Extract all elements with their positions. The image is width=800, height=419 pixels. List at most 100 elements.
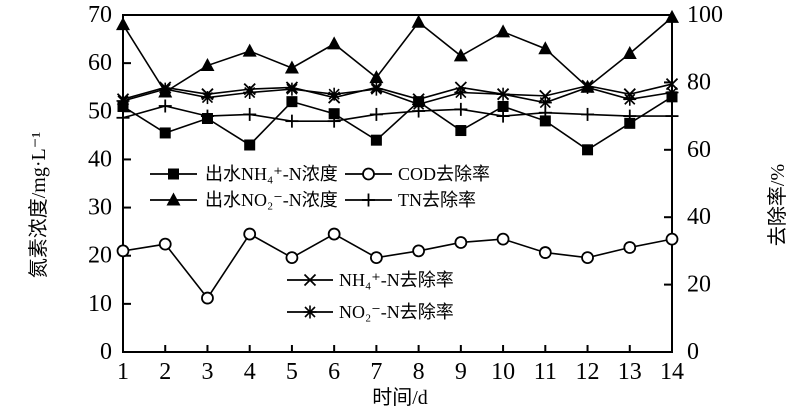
point-effluent-no2-n-concentration-day11: [538, 41, 553, 55]
point-effluent-no2-n-concentration-day9: [453, 48, 468, 62]
right-axis-title: 去除率/%: [766, 164, 789, 246]
x-tick-label: 11: [534, 359, 557, 385]
x-tick-label: 7: [370, 359, 382, 385]
point-no2-n-removal-rate-day7: [369, 82, 383, 96]
point-tn-removal-rate-day10: [496, 109, 510, 123]
point-cod-removal-rate-day9: [454, 236, 468, 249]
x-tick-label: 13: [618, 359, 642, 385]
point-no2-n-removal-rate-day6: [327, 87, 341, 101]
point-cod-removal-rate-day4: [243, 227, 257, 241]
series-line-nh4-n-removal-rate: [122, 83, 673, 101]
point-no2-n-removal-rate-day2: [158, 82, 172, 96]
legend-label-tn-removal-rate: TN去除率: [398, 190, 476, 210]
left-tick-label: 30: [88, 195, 112, 221]
point-effluent-no2-n-concentration-day8: [411, 14, 426, 28]
point-effluent-nh4-n-concentration-day11: [539, 115, 551, 127]
point-effluent-no2-n-concentration-day7: [369, 70, 384, 84]
point-effluent-no2-n-concentration-day6: [327, 36, 342, 50]
point-no2-n-removal-rate-day13: [623, 92, 637, 106]
point-effluent-nh4-n-concentration-day13: [624, 117, 636, 129]
point-effluent-no2-n-concentration-day3: [200, 58, 215, 72]
point-tn-removal-rate-day13: [623, 109, 637, 123]
right-tick-label: 20: [687, 272, 711, 298]
point-tn-removal-rate-day7: [369, 107, 383, 121]
point-effluent-nh4-n-concentration-day5: [286, 96, 298, 108]
point-cod-removal-rate-day8: [412, 244, 426, 258]
point-tn-removal-rate-day9: [454, 102, 468, 116]
x-tick-label: 9: [455, 359, 467, 385]
legend-label-nh4-n-removal-rate: NH₄⁺-N去除率: [339, 270, 454, 290]
point-tn-removal-rate-day14: [665, 109, 679, 123]
x-tick-label: 5: [286, 359, 298, 385]
right-tick-label: 100: [687, 2, 723, 28]
point-effluent-no2-n-concentration-day5: [284, 60, 299, 74]
point-no2-n-removal-rate-day4: [243, 86, 257, 100]
left-tick-label: 60: [88, 50, 112, 76]
point-effluent-nh4-n-concentration-day6: [328, 108, 340, 120]
left-tick-label: 40: [88, 146, 112, 172]
point-cod-removal-rate-day2: [158, 237, 172, 251]
point-effluent-nh4-n-concentration-day9: [455, 125, 467, 137]
series-line-no2-n-removal-rate: [122, 86, 673, 106]
x-tick-label: 1: [117, 359, 129, 385]
series-line-effluent-no2-n-concentration: [122, 16, 673, 94]
series-line-effluent-nh4-n-concentration: [122, 96, 673, 151]
point-cod-removal-rate-day3: [201, 291, 214, 305]
x-tick-label: 8: [413, 359, 425, 385]
point-effluent-no2-n-concentration-day4: [242, 43, 257, 57]
point-effluent-no2-n-concentration-day10: [496, 24, 511, 38]
point-effluent-nh4-n-concentration-day12: [582, 144, 594, 156]
point-tn-removal-rate-day1: [116, 111, 130, 125]
left-tick-label: 0: [100, 339, 112, 365]
point-cod-removal-rate-day11: [538, 246, 552, 259]
point-tn-removal-rate-day12: [581, 107, 595, 121]
point-effluent-no2-n-concentration-day13: [622, 46, 637, 60]
x-axis-title: 时间/d: [372, 386, 428, 409]
point-cod-removal-rate-day6: [327, 227, 341, 241]
point-no2-n-removal-rate-day3: [200, 91, 214, 105]
point-no2-n-removal-rate-day11: [538, 96, 552, 110]
point-no2-n-removal-rate-day9: [454, 86, 468, 100]
point-tn-removal-rate-day6: [327, 114, 341, 128]
legend-label-cod-removal-rate: COD去除率: [398, 164, 490, 184]
right-tick-label: 60: [687, 137, 711, 163]
legend-label-no2-n-removal-rate: NO₂⁻-N去除率: [339, 302, 454, 322]
series-line-tn-removal-rate: [122, 105, 672, 122]
left-tick-label: 50: [88, 98, 112, 124]
point-cod-removal-rate-day10: [496, 232, 510, 246]
point-tn-removal-rate-day2: [158, 99, 172, 113]
point-no2-n-removal-rate-day8: [412, 97, 426, 111]
x-tick-label: 12: [576, 359, 600, 385]
x-tick-label: 14: [660, 359, 684, 385]
legend-marker-effluent-nh4-n-concentration: [168, 168, 179, 180]
point-cod-removal-rate-day14: [665, 232, 679, 246]
left-tick-label: 20: [88, 243, 112, 269]
point-cod-removal-rate-day5: [285, 251, 299, 265]
legend-marker-no2-n-removal-rate: [303, 305, 317, 319]
legend-marker-effluent-no2-n-concentration: [166, 192, 181, 206]
point-effluent-no2-n-concentration-day1: [116, 17, 130, 31]
point-effluent-nh4-n-concentration-day10: [497, 100, 509, 112]
x-tick-label: 4: [244, 359, 256, 385]
legend-marker-nh4-n-removal-rate: [303, 273, 317, 287]
right-tick-label: 0: [687, 339, 699, 365]
left-tick-label: 70: [88, 2, 112, 28]
point-tn-removal-rate-day4: [243, 107, 257, 121]
point-no2-n-removal-rate-day12: [581, 80, 595, 94]
x-tick-label: 3: [201, 359, 213, 385]
point-cod-removal-rate-day1: [116, 244, 130, 258]
x-tick-label: 2: [159, 359, 171, 385]
point-no2-n-removal-rate-day5: [285, 82, 299, 96]
legend-label-effluent-no2-n-concentration: 出水NO₂⁻-N浓度: [205, 190, 338, 210]
point-effluent-nh4-n-concentration-day2: [159, 127, 171, 139]
point-cod-removal-rate-day7: [369, 251, 383, 265]
point-effluent-no2-n-concentration-day14: [665, 9, 679, 23]
legend-marker-tn-removal-rate: [362, 193, 375, 207]
point-no2-n-removal-rate-day1: [116, 94, 130, 108]
point-cod-removal-rate-day12: [581, 251, 594, 265]
legend-marker-cod-removal-rate: [362, 167, 375, 181]
left-axis-title: 氮素浓度/mg·L⁻¹: [27, 132, 50, 279]
left-tick-label: 10: [88, 291, 112, 317]
